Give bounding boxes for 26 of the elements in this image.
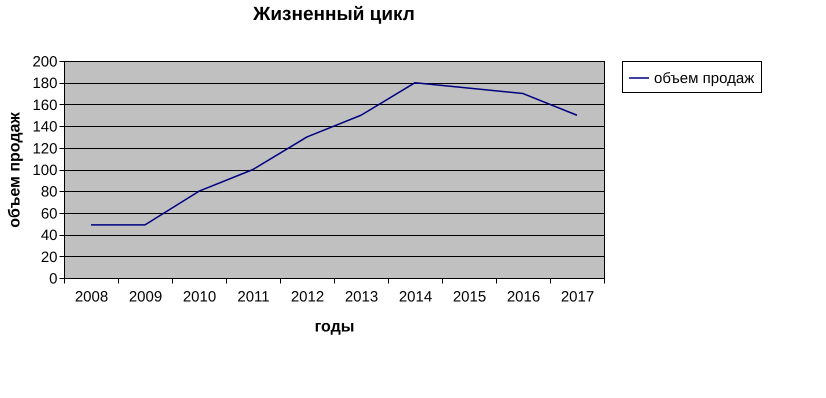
y-tick-label: 160	[32, 96, 58, 114]
x-tick-label: 2014	[398, 288, 432, 306]
y-tick-label: 40	[40, 227, 58, 244]
y-tick-label: 0	[49, 270, 58, 288]
x-tick-label: 2008	[74, 288, 108, 306]
x-tick-label: 2016	[506, 288, 540, 306]
x-tick-label: 2013	[344, 288, 378, 306]
y-tick-label: 100	[32, 162, 58, 179]
x-tick-label: 2017	[560, 288, 594, 306]
y-tick-label: 200	[32, 54, 58, 70]
line-series	[90, 82, 578, 226]
x-tick-label: 2010	[182, 288, 216, 306]
x-tick-label: 2009	[128, 288, 162, 306]
y-axis-title: объем продаж	[6, 112, 24, 228]
x-tick-label: 2012	[290, 288, 324, 306]
chart-title: Жизненный цикл	[252, 4, 415, 25]
x-tick-label: 2015	[452, 288, 486, 306]
legend-label: объем продаж	[654, 70, 754, 87]
x-axis-title: годы	[314, 318, 354, 336]
x-tick-label: 2011	[237, 288, 270, 306]
y-tick-label: 180	[32, 75, 58, 92]
y-tick-label: 120	[32, 140, 58, 158]
y-tick-label: 60	[40, 205, 58, 222]
y-tick-label: 140	[32, 118, 58, 136]
y-tick-label: 80	[40, 184, 58, 201]
y-tick-label: 20	[40, 248, 58, 266]
